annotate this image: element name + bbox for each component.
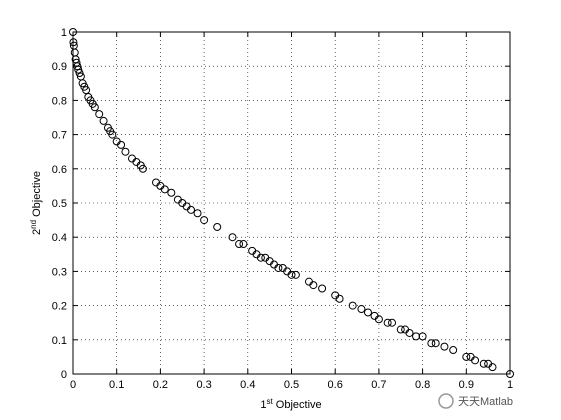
point [462, 352, 471, 361]
point [418, 332, 427, 341]
watermark-group: 天天Matlab [438, 393, 513, 409]
y-tick-label: 0.9 [52, 61, 67, 73]
y-label-sup: nd [29, 220, 38, 229]
point [335, 294, 344, 303]
point [383, 318, 392, 327]
point [388, 318, 397, 327]
point [287, 270, 296, 279]
y-tick-label: 0.1 [52, 335, 67, 347]
point [239, 240, 248, 249]
y-tick-label: 0.3 [52, 266, 67, 278]
x-tick-label: 0.1 [109, 379, 124, 391]
x-label-text: Objective [273, 399, 322, 411]
point [405, 328, 414, 337]
y-tick-label: 0.4 [52, 232, 67, 244]
point [69, 28, 77, 36]
y-tick-label: 0.2 [52, 301, 67, 313]
x-label-number: 1 [260, 399, 266, 411]
point [160, 185, 169, 194]
point [99, 116, 108, 125]
point [228, 233, 237, 242]
point [138, 164, 147, 173]
x-tick-label: 0.8 [415, 379, 430, 391]
point [488, 363, 497, 372]
x-label-sup: st [266, 397, 273, 406]
y-tick-label: 0.5 [52, 198, 67, 210]
point [74, 65, 83, 74]
x-tick-label: 1 [507, 379, 513, 391]
x-tick-label: 0.3 [196, 379, 211, 391]
point [193, 209, 202, 218]
y-label-text: Objective [31, 171, 43, 220]
x-tick-label: 0.4 [240, 379, 255, 391]
point [75, 69, 84, 78]
x-tick-label: 0 [70, 379, 76, 391]
point [108, 130, 117, 139]
point [427, 339, 436, 348]
y-tick-label: 0.7 [52, 130, 67, 142]
point [200, 216, 209, 225]
point [374, 315, 383, 324]
x-tick-label: 0.7 [371, 379, 386, 391]
plot-area [73, 32, 510, 374]
watermark-icon [438, 393, 454, 409]
point [479, 359, 488, 368]
x-tick-label: 0.2 [153, 379, 168, 391]
point [309, 281, 318, 290]
point [449, 346, 458, 355]
point [440, 342, 449, 351]
point [291, 270, 300, 279]
y-label-number: 2 [31, 229, 43, 235]
point [69, 38, 78, 47]
point [213, 222, 222, 231]
point [506, 370, 514, 378]
point [186, 205, 195, 214]
y-axis-label: 2nd Objective [29, 171, 43, 235]
point [167, 188, 176, 197]
point [357, 305, 366, 314]
x-tick-label: 0.9 [459, 379, 474, 391]
point [117, 140, 126, 149]
y-tick-label: 1 [61, 27, 67, 39]
point [256, 253, 265, 262]
x-tick-label: 0.6 [328, 379, 343, 391]
point [318, 284, 327, 293]
y-tick-label: 0 [61, 369, 67, 381]
point [348, 301, 357, 310]
point [431, 339, 440, 348]
point [121, 147, 130, 156]
x-axis-label: 1st Objective [260, 397, 321, 411]
axes-box [72, 31, 511, 375]
point [274, 263, 283, 272]
point [471, 356, 480, 365]
point [90, 103, 99, 112]
x-tick-label: 0.5 [284, 379, 299, 391]
point [363, 308, 372, 317]
point [235, 240, 244, 249]
watermark: 天天Matlab [458, 396, 513, 408]
point [95, 110, 104, 119]
y-tick-label: 0.6 [52, 164, 67, 176]
point [396, 325, 405, 334]
y-tick-label: 0.8 [52, 95, 67, 107]
